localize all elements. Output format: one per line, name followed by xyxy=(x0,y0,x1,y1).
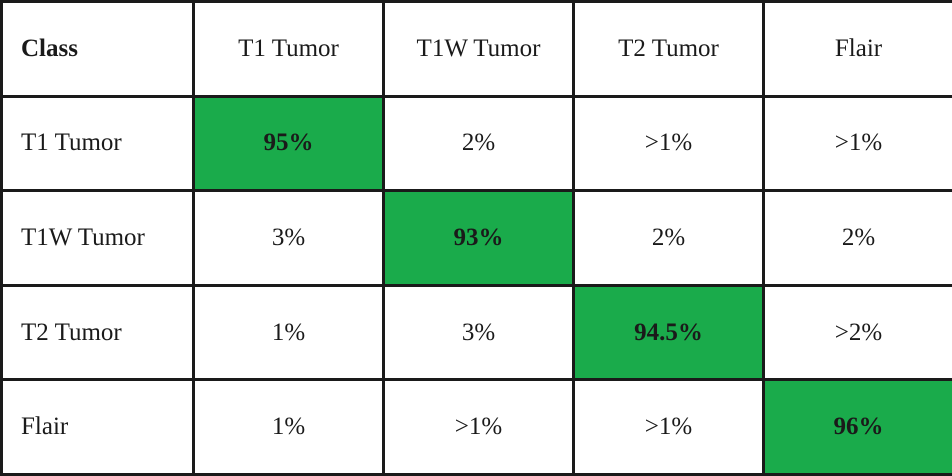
table-cell: >1% xyxy=(762,94,952,193)
table-cell-highlighted: 95% xyxy=(192,94,385,193)
table-cell: >2% xyxy=(762,283,952,382)
row-header: T2 Tumor xyxy=(0,283,195,382)
row-header: T1W Tumor xyxy=(0,189,195,287)
header-row: Class T1 Tumor T1W Tumor T2 Tumor Flair xyxy=(0,0,952,98)
table-cell: 1% xyxy=(192,283,385,382)
table-cell-highlighted: 94.5% xyxy=(572,283,765,382)
column-header: T1W Tumor xyxy=(382,0,575,98)
table-row: T1W Tumor 3% 93% 2% 2% xyxy=(0,189,952,287)
table-cell: 1% xyxy=(192,378,385,476)
table-row: T2 Tumor 1% 3% 94.5% >2% xyxy=(0,283,952,382)
table-cell-highlighted: 93% xyxy=(382,189,575,287)
column-header: Flair xyxy=(762,0,952,98)
table-cell: 2% xyxy=(762,189,952,287)
table-row: T1 Tumor 95% 2% >1% >1% xyxy=(0,94,952,193)
column-header: T1 Tumor xyxy=(192,0,385,98)
table-cell-highlighted: 96% xyxy=(762,378,952,476)
table-row: Flair 1% >1% >1% 96% xyxy=(0,378,952,476)
row-header: T1 Tumor xyxy=(0,94,195,193)
column-header: T2 Tumor xyxy=(572,0,765,98)
table-cell: 3% xyxy=(382,283,575,382)
table-cell: 2% xyxy=(572,189,765,287)
table-cell: >1% xyxy=(572,378,765,476)
table-cell: >1% xyxy=(382,378,575,476)
corner-cell: Class xyxy=(0,0,195,98)
table-cell: 3% xyxy=(192,189,385,287)
row-header: Flair xyxy=(0,378,195,476)
table-cell: >1% xyxy=(572,94,765,193)
table-cell: 2% xyxy=(382,94,575,193)
